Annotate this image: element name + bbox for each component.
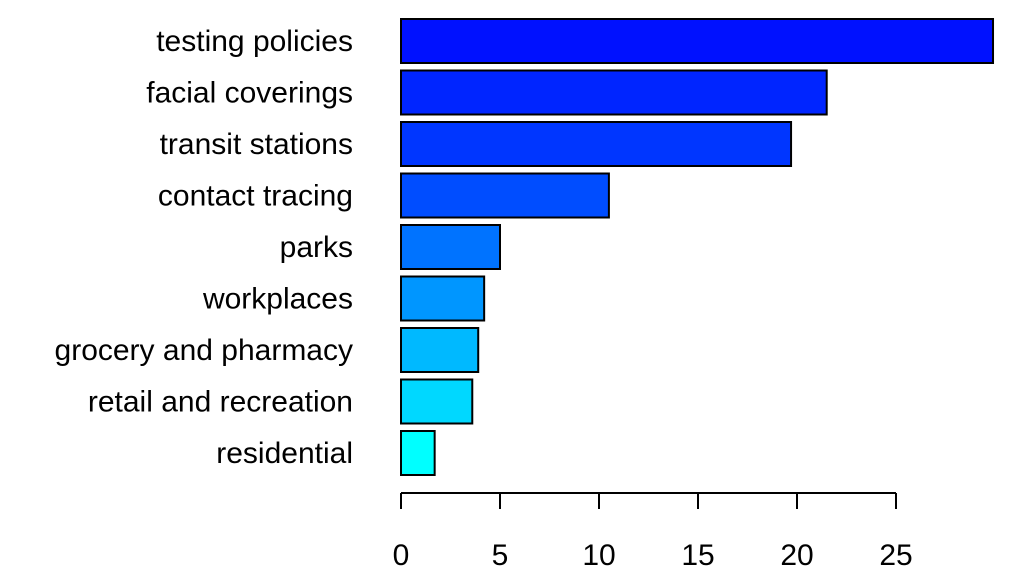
x-tick-label: 25 xyxy=(879,539,912,572)
bar-transit-stations xyxy=(400,121,793,167)
bar-residential xyxy=(400,430,436,476)
category-label: facial coverings xyxy=(146,77,353,110)
category-label: transit stations xyxy=(160,128,353,161)
bar-parks xyxy=(400,224,501,270)
x-tick-label: 10 xyxy=(582,539,615,572)
category-label: grocery and pharmacy xyxy=(55,334,353,367)
category-label: parks xyxy=(280,231,353,264)
x-axis: 0 5 10 15 20 25 xyxy=(393,492,913,572)
bar-facial-coverings xyxy=(400,69,828,116)
category-label: workplaces xyxy=(202,283,353,316)
bar-contact-tracing xyxy=(400,172,610,219)
x-tick-label: 5 xyxy=(492,539,509,572)
x-tick-label: 20 xyxy=(780,539,813,572)
category-label: retail and recreation xyxy=(88,386,353,419)
bar-workplaces xyxy=(400,275,486,322)
bar-testing-policies xyxy=(400,18,995,64)
bars-group xyxy=(400,18,995,476)
category-label: contact tracing xyxy=(158,180,353,213)
category-label: testing policies xyxy=(156,25,353,58)
category-label: residential xyxy=(216,437,353,470)
bar-retail-and-recreation xyxy=(400,378,474,425)
x-tick-label: 0 xyxy=(393,539,410,572)
category-labels-group: testing policies facial coverings transit … xyxy=(55,25,353,470)
x-tick-label: 15 xyxy=(681,539,714,572)
bar-grocery-and-pharmacy xyxy=(400,327,480,373)
